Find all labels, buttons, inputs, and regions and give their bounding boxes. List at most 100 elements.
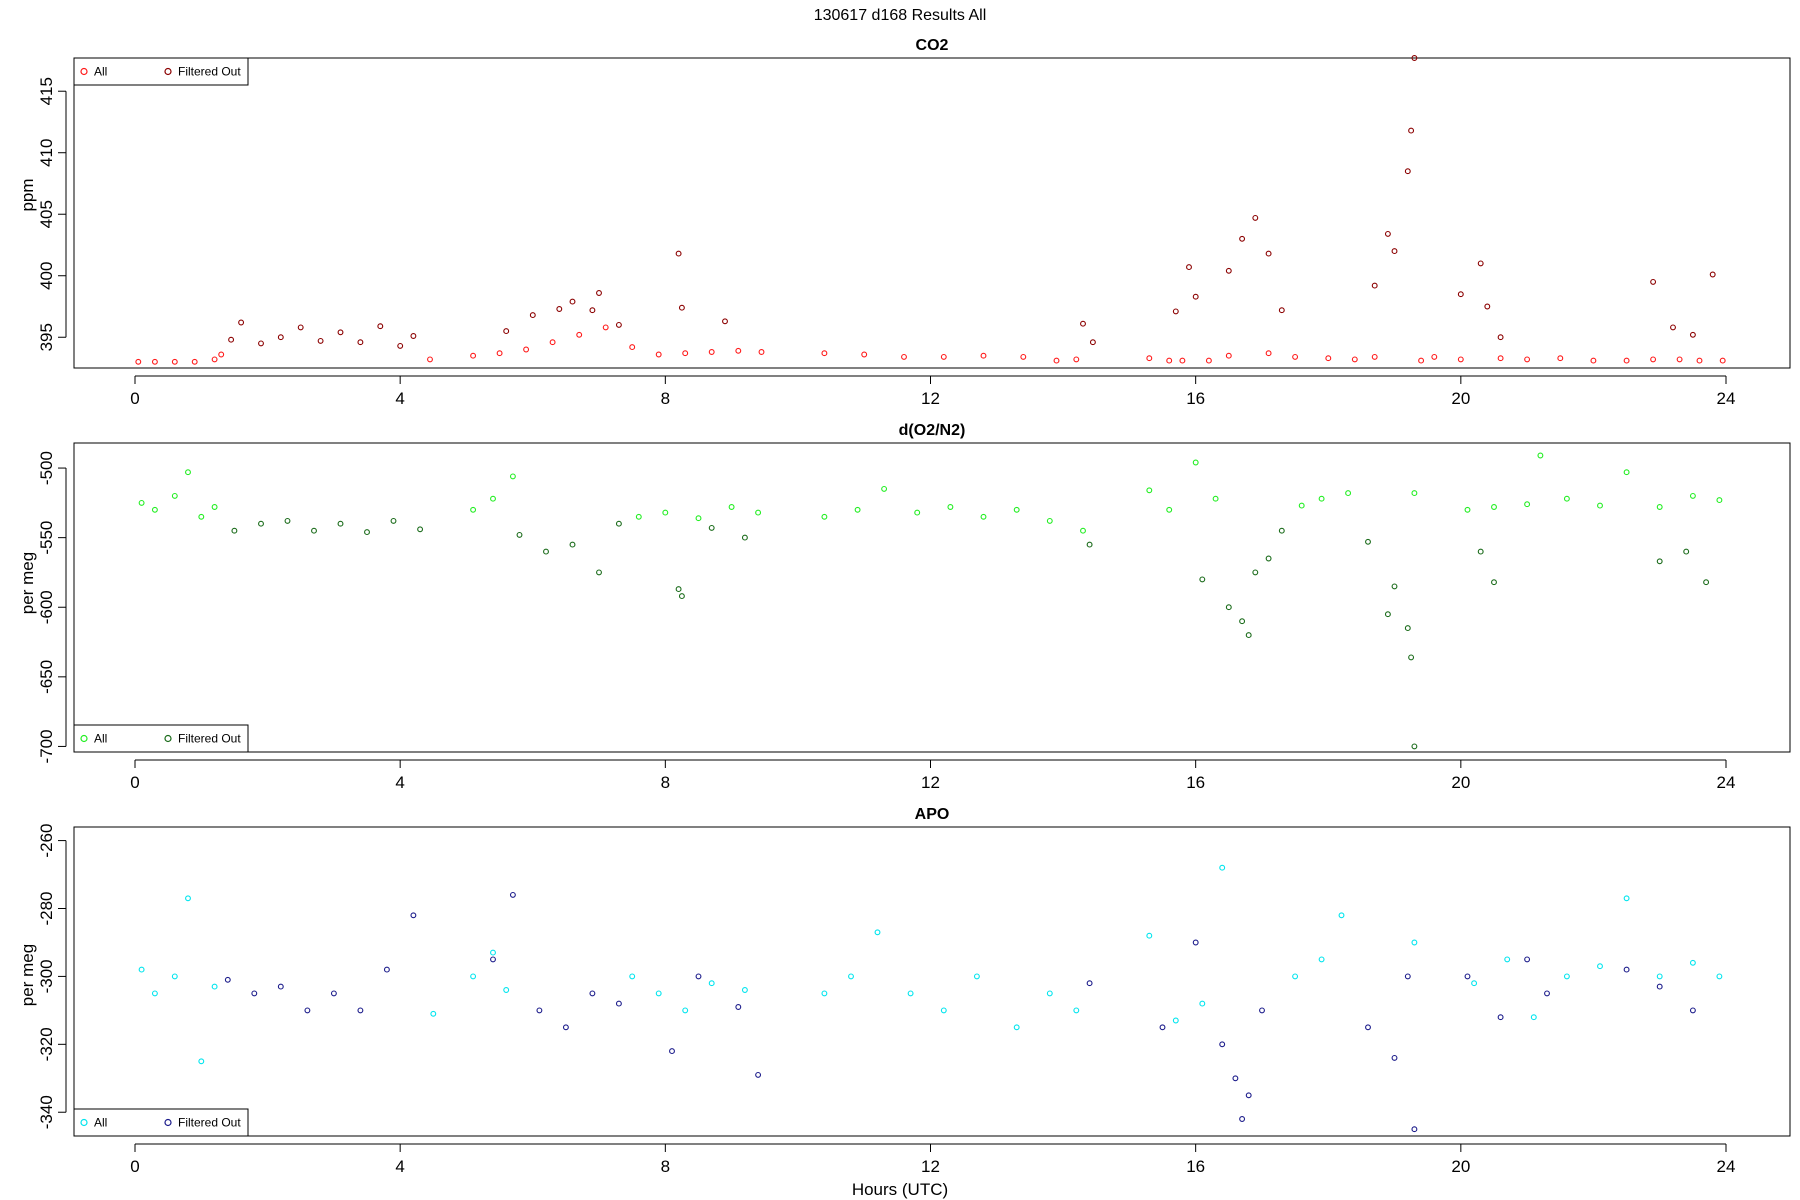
y-tick-label: -550 xyxy=(37,521,56,555)
data-point-filtered-out xyxy=(589,990,596,997)
data-point-filtered-out xyxy=(1225,267,1232,274)
data-point-filtered-out xyxy=(1408,127,1415,134)
data-point-all xyxy=(1491,504,1497,510)
data-point-all xyxy=(914,509,921,516)
data-point-all xyxy=(629,344,636,351)
data-point-filtered-out xyxy=(1245,632,1252,639)
data-point-filtered-out xyxy=(1371,282,1378,289)
x-tick-label: 0 xyxy=(130,773,139,792)
y-axis-label: per meg xyxy=(18,552,37,614)
legend-label: Filtered Out xyxy=(178,1116,241,1130)
data-point-all xyxy=(1676,356,1683,363)
x-tick-label: 0 xyxy=(130,389,139,408)
data-point-filtered-out xyxy=(1524,956,1531,963)
data-point-all xyxy=(1716,973,1723,980)
data-point-all xyxy=(1497,355,1504,362)
data-point-filtered-out xyxy=(1391,583,1398,590)
data-point-all xyxy=(1351,356,1358,363)
data-point-all xyxy=(138,966,145,973)
data-point-all xyxy=(907,990,914,997)
legend-marker xyxy=(164,67,172,76)
data-point-all xyxy=(1172,1017,1179,1024)
data-point-filtered-out xyxy=(543,548,549,555)
data-point-all xyxy=(171,492,178,499)
legend-box xyxy=(73,57,249,86)
data-point-all xyxy=(151,990,158,997)
data-point-all xyxy=(1020,353,1027,360)
data-point-filtered-out xyxy=(1159,1024,1166,1031)
data-point-all xyxy=(1146,355,1153,362)
panel-title: CO2 xyxy=(916,37,949,54)
data-point-all xyxy=(1716,497,1723,504)
data-point-all xyxy=(1199,1000,1206,1007)
data-point-filtered-out xyxy=(722,318,728,325)
data-point-filtered-out xyxy=(364,529,370,536)
data-point-filtered-out xyxy=(284,517,291,524)
data-point-filtered-out xyxy=(1404,168,1411,175)
data-point-filtered-out xyxy=(675,586,682,593)
data-point-filtered-out xyxy=(708,524,715,531)
y-tick-label: 415 xyxy=(37,77,56,105)
data-point-all xyxy=(655,990,662,997)
panel-title: d(O2/N2) xyxy=(899,422,966,439)
y-tick-label: -280 xyxy=(37,891,56,925)
x-tick-label: 8 xyxy=(661,1157,670,1176)
data-point-filtered-out xyxy=(1239,1116,1246,1122)
data-point-filtered-out xyxy=(1259,1007,1265,1014)
legend-marker xyxy=(80,67,88,76)
data-point-filtered-out xyxy=(615,520,622,527)
data-point-filtered-out xyxy=(1457,291,1464,298)
y-tick-label: 400 xyxy=(37,262,56,290)
data-point-all xyxy=(1623,357,1630,364)
data-point-all xyxy=(1524,356,1531,363)
data-point-filtered-out xyxy=(1656,983,1663,990)
data-point-all xyxy=(1563,495,1570,502)
data-point-filtered-out xyxy=(615,1000,622,1007)
data-point-all xyxy=(940,1007,947,1014)
data-point-filtered-out xyxy=(337,329,344,336)
data-point-filtered-out xyxy=(1544,990,1550,997)
data-point-all xyxy=(1046,517,1053,524)
data-point-all xyxy=(138,499,145,506)
data-point-all xyxy=(1318,956,1325,963)
panel-co2: CO2 ppm 0 4 8 12 16 20 24 395 400 405 410 415 All Filte… xyxy=(18,37,1791,408)
panel-apo: APO per meg 0 4 8 12 16 20 24 -260 -280 -300 -320 -34… xyxy=(18,806,1791,1176)
data-point-all xyxy=(1418,357,1425,364)
data-point-all xyxy=(1597,502,1603,509)
legend-label: All xyxy=(94,732,107,746)
y-tick-label: -260 xyxy=(37,824,56,858)
data-point-filtered-out xyxy=(755,1071,762,1078)
data-point-filtered-out xyxy=(1219,1041,1226,1048)
data-point-all xyxy=(185,469,191,476)
data-point-all xyxy=(509,473,516,480)
x-tick-label: 0 xyxy=(130,1157,139,1176)
data-point-all xyxy=(1656,973,1663,980)
data-point-all xyxy=(1563,973,1570,980)
data-point-filtered-out xyxy=(1245,1092,1252,1099)
data-point-all xyxy=(171,358,178,365)
data-point-all xyxy=(682,1007,689,1014)
data-point-filtered-out xyxy=(224,976,231,983)
x-tick-label: 12 xyxy=(921,389,940,408)
data-point-all xyxy=(1080,527,1086,534)
data-point-filtered-out xyxy=(1391,248,1398,255)
data-point-all xyxy=(735,347,742,354)
data-point-filtered-out xyxy=(397,342,404,349)
data-point-filtered-out xyxy=(1670,324,1676,331)
data-point-all xyxy=(1318,495,1325,502)
plot-frame xyxy=(73,826,1791,1137)
data-point-filtered-out xyxy=(251,990,258,997)
legend-label: All xyxy=(94,65,107,79)
data-point-filtered-out xyxy=(615,321,622,328)
data-point-all xyxy=(1524,501,1531,508)
y-tick-label: -340 xyxy=(37,1095,56,1129)
data-point-all xyxy=(496,350,503,357)
data-point-all xyxy=(1013,1024,1020,1031)
x-tick-label: 20 xyxy=(1451,1157,1470,1176)
data-point-all xyxy=(662,509,669,516)
y-tick-label: 405 xyxy=(37,200,56,228)
data-point-filtered-out xyxy=(1384,230,1391,237)
data-point-filtered-out xyxy=(1709,271,1716,278)
data-point-all xyxy=(1225,352,1232,359)
data-point-filtered-out xyxy=(1086,980,1093,987)
